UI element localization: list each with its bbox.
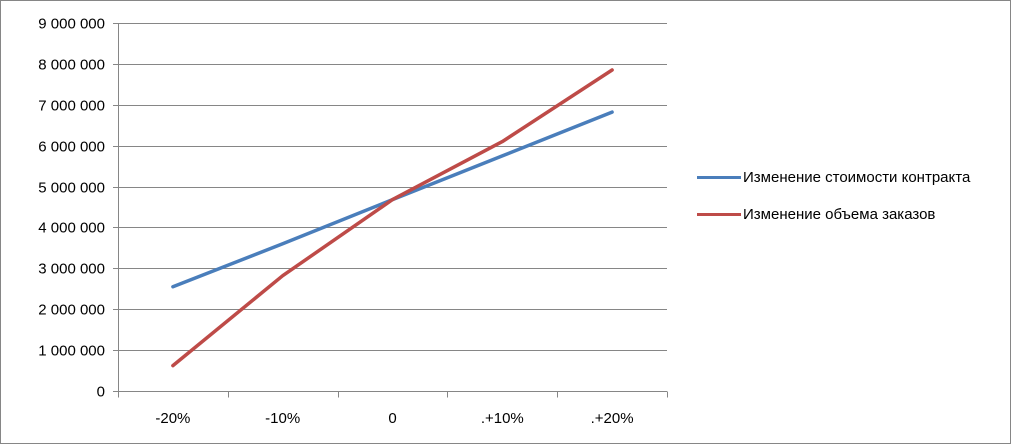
y-tick-label: 4 000 000 bbox=[38, 220, 105, 237]
series-line-2 bbox=[171, 68, 614, 368]
x-tick-label: .+10% bbox=[481, 410, 524, 427]
x-tick-label: -20% bbox=[155, 410, 190, 427]
legend-item-series-2: Изменение объема заказов bbox=[697, 203, 997, 227]
legend-swatch bbox=[697, 213, 741, 216]
x-tick-label: 0 bbox=[388, 410, 396, 427]
y-tick-label: 5 000 000 bbox=[38, 180, 105, 197]
y-tick-label: 7 000 000 bbox=[38, 98, 105, 115]
y-tick-label: 2 000 000 bbox=[38, 302, 105, 319]
legend-label: Изменение объема заказов bbox=[743, 206, 936, 223]
y-tick-label: 0 bbox=[97, 384, 105, 401]
y-tick-label: 3 000 000 bbox=[38, 261, 105, 278]
legend: Изменение стоимости контракта Изменение … bbox=[697, 166, 997, 227]
y-tick-label: 1 000 000 bbox=[38, 343, 105, 360]
x-tick-label: -10% bbox=[265, 410, 300, 427]
y-tick-label: 9 000 000 bbox=[38, 16, 105, 33]
y-tick-label: 8 000 000 bbox=[38, 57, 105, 74]
x-tick-label: .+20% bbox=[591, 410, 634, 427]
legend-label: Изменение стоимости контракта bbox=[743, 169, 971, 186]
legend-item-series-1: Изменение стоимости контракта bbox=[697, 166, 997, 190]
y-tick-label: 6 000 000 bbox=[38, 139, 105, 156]
legend-swatch bbox=[697, 176, 741, 179]
